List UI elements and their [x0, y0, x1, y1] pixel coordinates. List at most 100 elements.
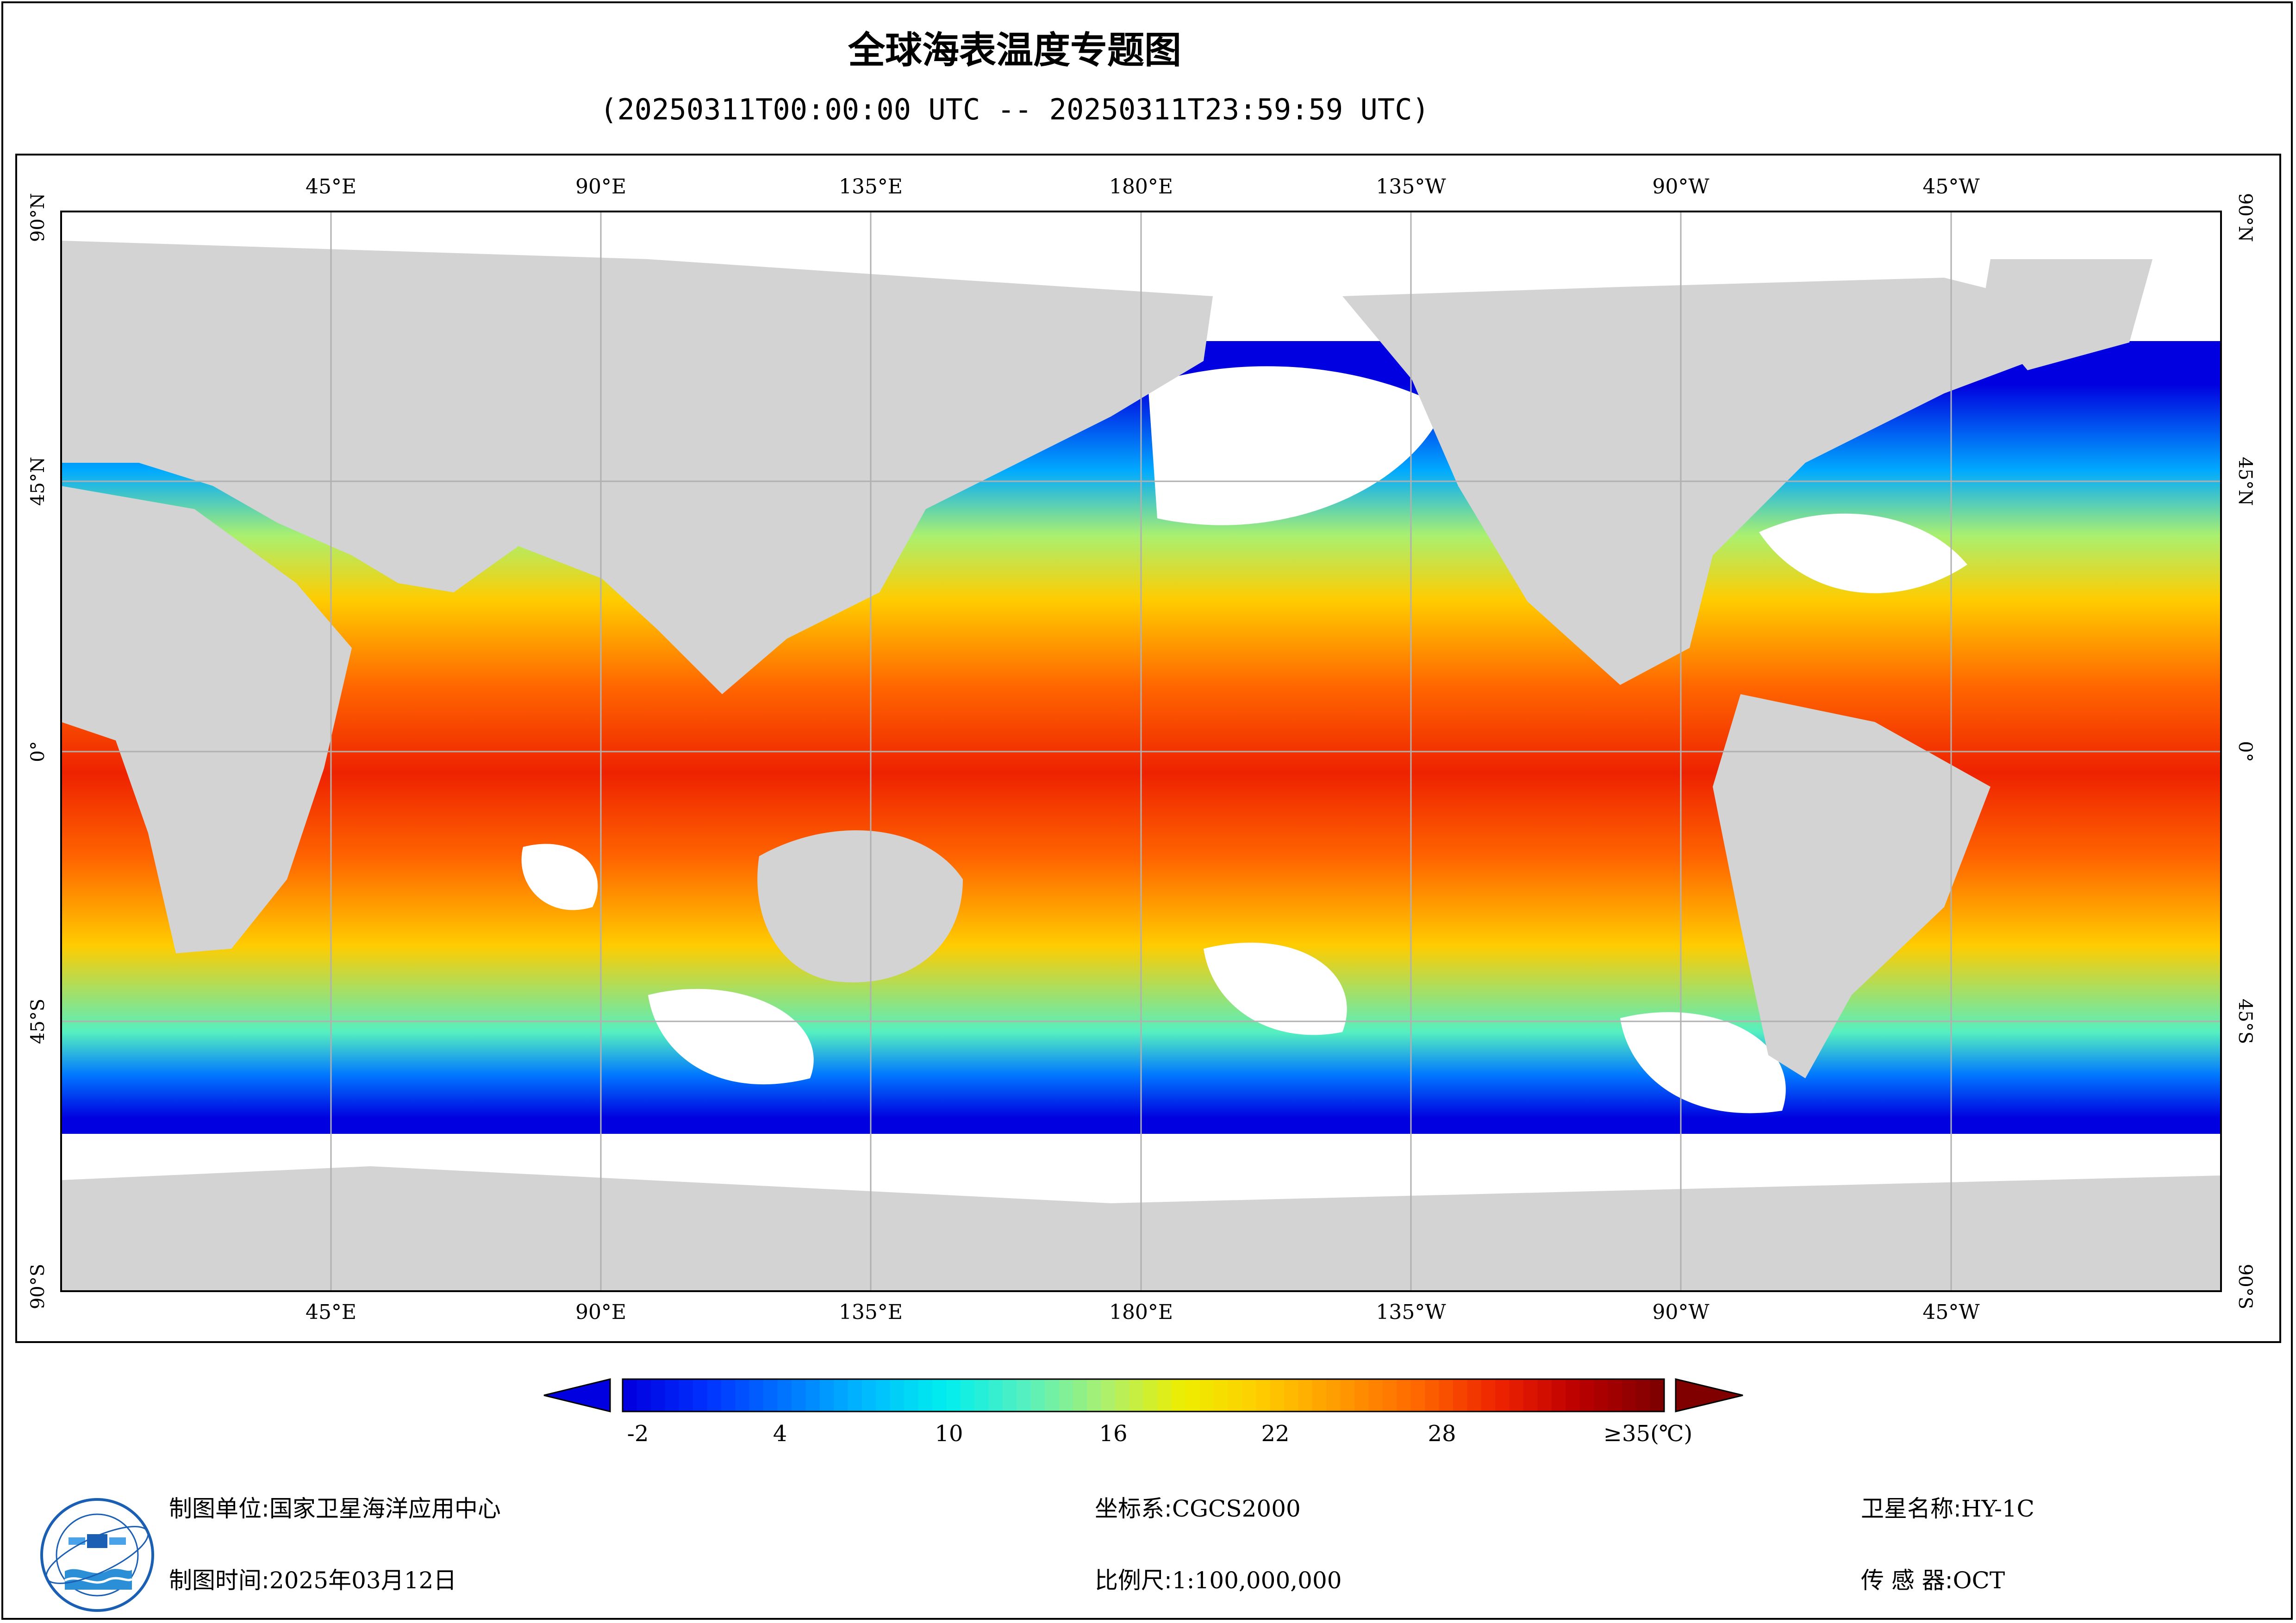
colorbar-swatch: [1298, 1379, 1313, 1412]
crs-value: CGCS2000: [1172, 1495, 1301, 1522]
cloud-gap: [1148, 366, 1444, 525]
lon-label-bottom: 45°W: [1922, 1300, 1980, 1324]
lat-label-left: 90°N: [27, 193, 49, 242]
scale-label: 比例尺:: [1095, 1567, 1172, 1594]
colorbar-swatch: [1340, 1379, 1355, 1412]
scale-info: 比例尺:1:100,000,000: [1095, 1562, 1342, 1595]
colorbar-swatch: [932, 1379, 947, 1412]
lat-label-right: 90°S: [2234, 1263, 2256, 1310]
lat-label-left: 90°S: [27, 1263, 49, 1310]
colorbar-swatch: [1228, 1379, 1242, 1412]
colorbar-swatch: [1495, 1379, 1510, 1412]
cloud-gap: [1620, 1012, 1786, 1113]
colorbar-swatch: [1566, 1379, 1580, 1412]
colorbar-swatch: [1481, 1379, 1496, 1412]
colorbar-swatch: [1608, 1379, 1622, 1412]
colorbar: [543, 1378, 1743, 1412]
date-label: 制图时间:: [169, 1567, 269, 1594]
lon-label-bottom: 135°W: [1376, 1300, 1446, 1324]
greenland-land: [1981, 259, 2152, 370]
lat-label-right: 90°N: [2234, 193, 2256, 242]
colorbar-swatch: [1312, 1379, 1327, 1412]
satellite-label: 卫星名称:: [1861, 1495, 1961, 1522]
map-frame: [15, 154, 2281, 1343]
lon-label-top: 135°W: [1376, 175, 1446, 199]
producer-info: 制图单位:国家卫星海洋应用中心: [169, 1490, 501, 1524]
lon-label-bottom: 90°E: [575, 1300, 627, 1324]
colorbar-swatch: [749, 1379, 764, 1412]
colorbar-swatch: [1439, 1379, 1454, 1412]
colorbar-swatch: [1059, 1379, 1073, 1412]
colorbar-swatch: [1073, 1379, 1088, 1412]
colorbar-swatch: [1185, 1379, 1200, 1412]
colorbar-swatch: [679, 1379, 694, 1412]
cloud-gap: [521, 844, 598, 910]
colorbar-swatch: [1256, 1379, 1271, 1412]
colorbar-swatch: [707, 1379, 722, 1412]
colorbar-swatch: [1509, 1379, 1524, 1412]
colorbar-swatch: [1143, 1379, 1158, 1412]
colorbar-max-label: ≥35(℃): [1603, 1421, 1693, 1447]
crs-info: 坐标系:CGCS2000: [1095, 1490, 1301, 1524]
colorbar-over-arrow: [1675, 1378, 1743, 1412]
colorbar-swatch: [1115, 1379, 1130, 1412]
colorbar-swatch: [1199, 1379, 1215, 1412]
colorbar-swatch: [819, 1379, 835, 1412]
colorbar-swatch: [1129, 1379, 1144, 1412]
lon-label-top: 135°E: [838, 175, 903, 199]
colorbar-swatch: [946, 1379, 961, 1412]
lat-label-left: 45°N: [27, 457, 49, 506]
colorbar-swatch: [1157, 1379, 1172, 1412]
colorbar-swatch: [1579, 1379, 1594, 1412]
colorbar-swatch: [1045, 1379, 1060, 1412]
cloud-gap: [648, 989, 814, 1085]
colorbar-swatch: [848, 1379, 862, 1412]
colorbar-under-arrow: [543, 1378, 611, 1412]
colorbar-tick-label: 28: [1428, 1421, 1456, 1447]
time-range-subtitle: (20250311T00:00:00 UTC -- 20250311T23:59…: [600, 93, 1429, 126]
date-value: 2025年03月12日: [269, 1567, 457, 1594]
colorbar-swatch: [1636, 1379, 1651, 1412]
colorbar-swatch: [721, 1379, 736, 1412]
colorbar-swatch: [890, 1379, 905, 1412]
colorbar-swatch: [623, 1379, 637, 1412]
colorbar-swatch: [791, 1379, 806, 1412]
lat-label-right: 45°S: [2234, 998, 2256, 1045]
colorbar-swatch: [1030, 1379, 1046, 1412]
colorbar-swatch: [763, 1379, 778, 1412]
colorbar-swatch: [650, 1379, 666, 1412]
lon-label-top: 90°E: [575, 175, 627, 199]
scale-value: 1:100,000,000: [1172, 1567, 1342, 1594]
colorbar-swatch: [1551, 1379, 1566, 1412]
lat-label-left: 0°: [27, 741, 49, 762]
colorbar-swatch: [1214, 1379, 1229, 1412]
colorbar-swatch: [777, 1379, 792, 1412]
lat-label-right: 0°: [2234, 741, 2256, 762]
lat-label-right: 45°N: [2234, 457, 2256, 506]
colorbar-swatch: [693, 1379, 708, 1412]
lat-label-left: 45°S: [27, 998, 49, 1045]
lon-label-top: 45°E: [305, 175, 357, 199]
graticule: [61, 211, 2221, 1291]
date-info: 制图时间:2025年03月12日: [169, 1562, 456, 1595]
colorbar-tick-label: -2: [627, 1421, 649, 1447]
colorbar-swatch: [1523, 1379, 1538, 1412]
lon-label-bottom: 90°W: [1652, 1300, 1710, 1324]
colorbar-swatch: [834, 1379, 849, 1412]
lon-label-top: 45°W: [1922, 175, 1980, 199]
colorbar-swatch: [1101, 1379, 1116, 1412]
producer-value: 国家卫星海洋应用中心: [269, 1495, 501, 1522]
sensor-label: 传 感 器:: [1861, 1567, 1953, 1594]
colorbar-tick-label: 10: [935, 1421, 963, 1447]
south-america-land: [1713, 694, 1990, 1078]
lon-label-top: 180°E: [1109, 175, 1173, 199]
satellite-value: HY-1C: [1961, 1495, 2034, 1522]
africa-land: [61, 486, 352, 953]
lon-label-bottom: 180°E: [1109, 1300, 1173, 1324]
colorbar-swatch: [988, 1379, 1003, 1412]
page-title: 全球海表温度专题图: [848, 29, 1181, 72]
colorbar-tick-label: 16: [1099, 1421, 1128, 1447]
producer-label: 制图单位:: [169, 1495, 269, 1522]
